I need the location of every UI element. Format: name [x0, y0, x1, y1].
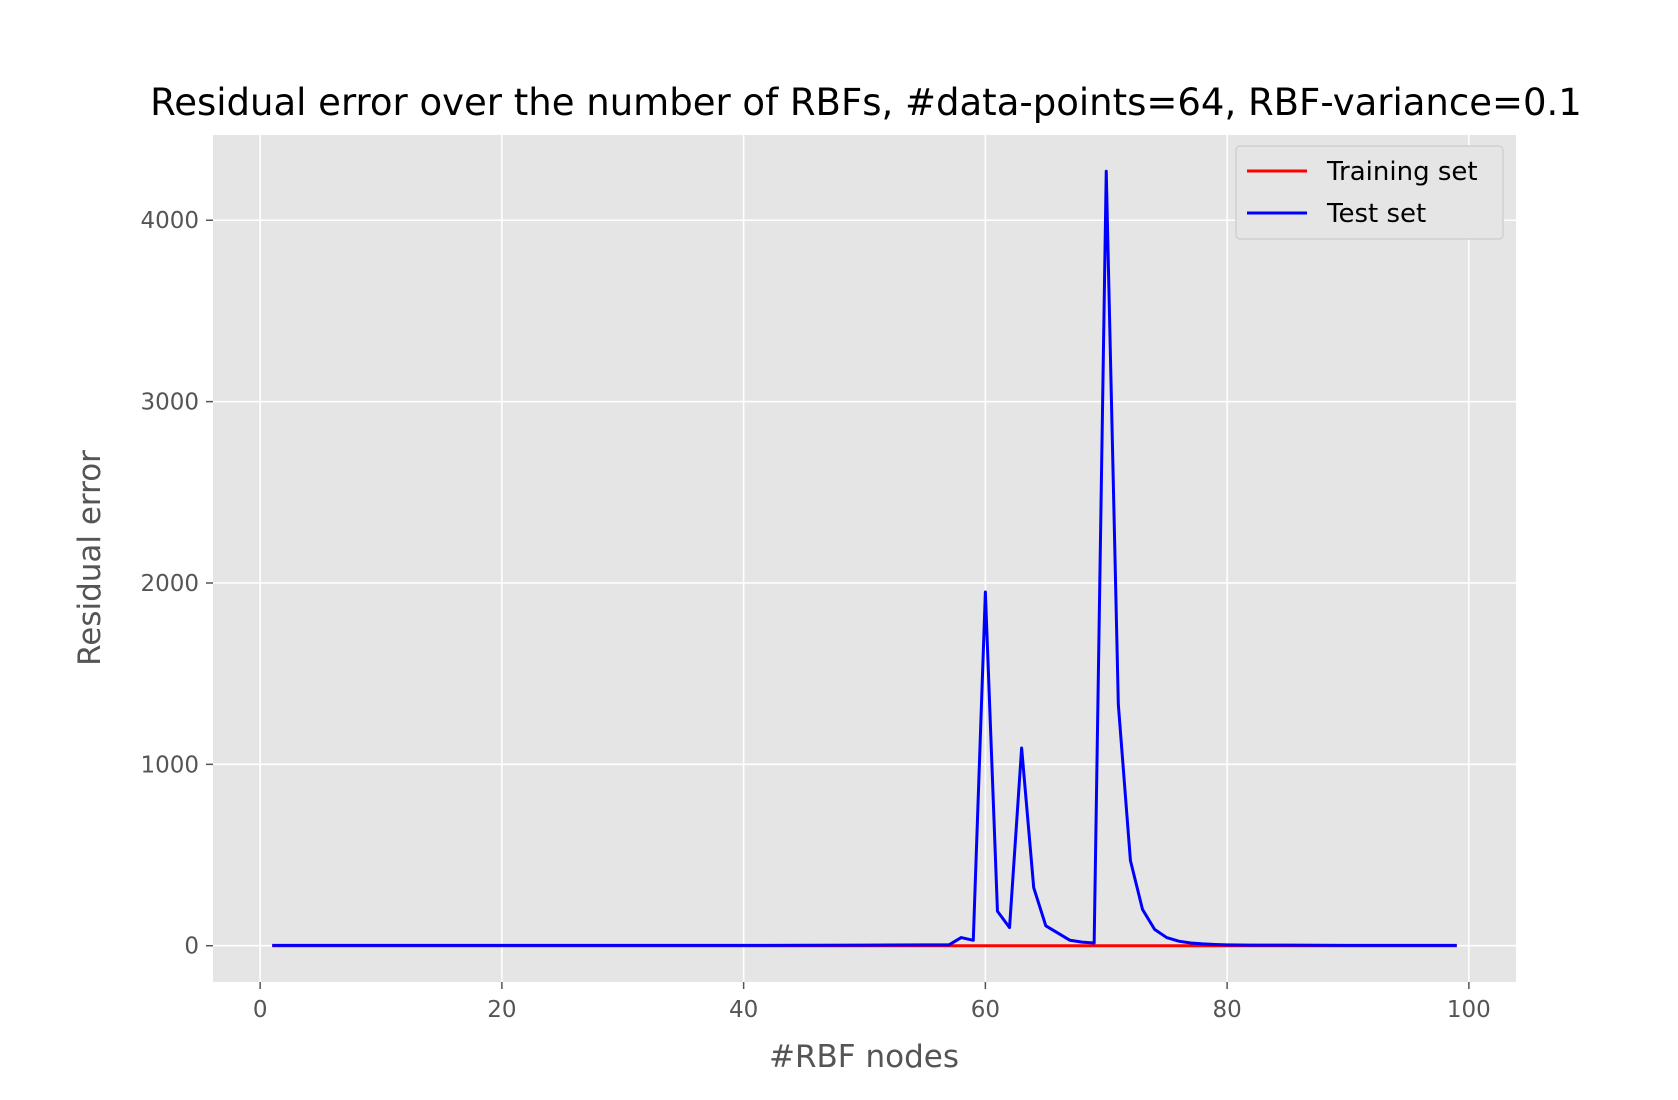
y-tick-label: 2000	[140, 571, 199, 597]
x-tick-label: 40	[729, 997, 758, 1023]
series-layer	[272, 169, 1457, 948]
chart-title: Residual error over the number of RBFs, …	[150, 81, 1582, 124]
x-tick-label: 100	[1447, 997, 1491, 1023]
y-tick-label: 1000	[140, 752, 199, 778]
x-tick-label: 60	[971, 997, 1000, 1023]
legend: Training set Test set	[1235, 145, 1504, 240]
x-ticks: 0 20 40 60 80 100	[253, 982, 1491, 1023]
x-tick-label: 20	[487, 997, 516, 1023]
series-line-test-set	[272, 169, 1457, 947]
x-tick-label: 0	[253, 997, 268, 1023]
legend-box	[1235, 145, 1504, 240]
y-tick-label: 3000	[140, 390, 199, 416]
plot-area	[213, 135, 1516, 982]
legend-label-training-set: Training set	[1326, 157, 1478, 187]
y-tick-label: 0	[184, 934, 199, 960]
x-tick-label: 80	[1212, 997, 1241, 1023]
y-ticks: 0 1000 2000 3000 4000	[140, 208, 213, 960]
legend-label-test-set: Test set	[1326, 199, 1426, 229]
x-axis-label: #RBF nodes	[769, 1039, 959, 1075]
y-tick-label: 4000	[140, 208, 199, 234]
y-axis-label: Residual error	[72, 450, 108, 666]
